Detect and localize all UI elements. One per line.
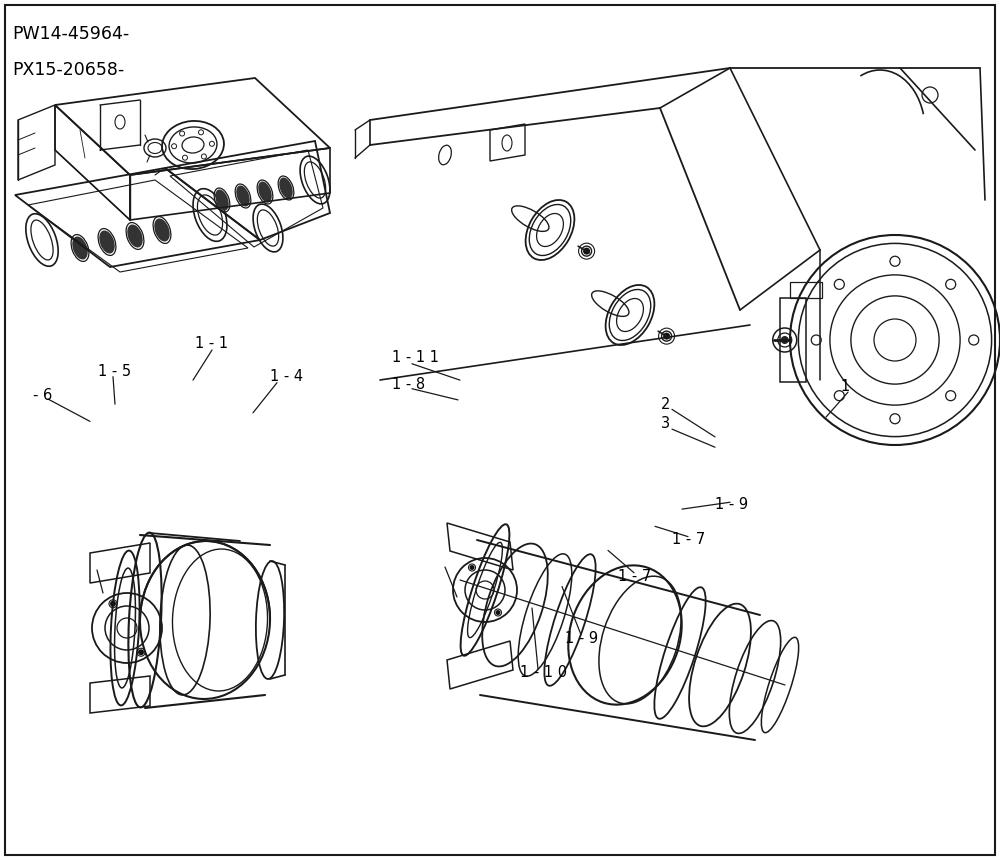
Ellipse shape: [127, 224, 143, 248]
Text: 1 - 8: 1 - 8: [392, 377, 425, 392]
Circle shape: [470, 565, 475, 570]
Text: 1 - 4: 1 - 4: [270, 369, 303, 384]
Ellipse shape: [258, 181, 272, 203]
Text: 1 - 7: 1 - 7: [672, 531, 705, 547]
Text: 1: 1: [840, 379, 849, 395]
Text: 1 - 1 0: 1 - 1 0: [520, 665, 567, 680]
Text: 1 - 9: 1 - 9: [715, 497, 748, 513]
Circle shape: [583, 248, 590, 255]
Text: PW14-45964-: PW14-45964-: [12, 25, 129, 43]
Ellipse shape: [99, 230, 115, 254]
Text: 1 - 5: 1 - 5: [98, 364, 131, 379]
Text: 1 - 9: 1 - 9: [565, 630, 598, 646]
Circle shape: [110, 601, 116, 607]
Ellipse shape: [279, 177, 293, 199]
Text: PX15-20658-: PX15-20658-: [12, 61, 124, 79]
Text: 3: 3: [661, 416, 670, 432]
Ellipse shape: [72, 237, 88, 260]
Circle shape: [138, 649, 144, 655]
Text: 1 - 1 1: 1 - 1 1: [392, 350, 439, 366]
Circle shape: [496, 610, 501, 615]
Circle shape: [781, 336, 789, 344]
Ellipse shape: [236, 186, 250, 206]
Text: 1 - 7: 1 - 7: [618, 568, 651, 584]
Circle shape: [663, 333, 670, 340]
Text: - 6: - 6: [33, 388, 52, 403]
Ellipse shape: [154, 218, 170, 242]
Text: 1 - 1: 1 - 1: [195, 336, 228, 352]
Ellipse shape: [215, 189, 229, 211]
Text: 2: 2: [661, 396, 670, 412]
